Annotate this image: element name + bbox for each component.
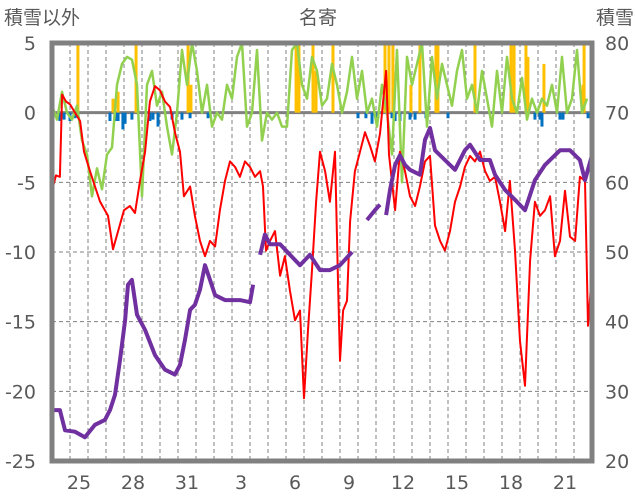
yellow-bar <box>189 84 193 113</box>
blue-bar <box>413 112 417 120</box>
x-tick-label: 15 <box>445 472 469 494</box>
blue-bar <box>558 112 562 120</box>
right-tick-label: 70 <box>605 103 629 125</box>
blue-bar <box>116 112 120 122</box>
blue-bar <box>446 112 450 119</box>
yellow-bar <box>331 43 335 113</box>
plot-border <box>49 40 595 464</box>
yellow-bar <box>111 98 115 113</box>
blue-bar <box>123 112 127 124</box>
yellow-bar <box>436 43 440 113</box>
yellow-bar <box>387 43 391 113</box>
yellow-bar <box>391 43 395 113</box>
yellow-bar <box>297 43 301 113</box>
yellow-bar <box>418 43 422 113</box>
blue-bar <box>356 112 360 119</box>
x-tick-label: 18 <box>499 472 523 494</box>
blue-bar <box>538 112 542 120</box>
blue-bar <box>206 112 210 119</box>
chart-title: 名寄 <box>299 7 337 29</box>
left-tick-label: -25 <box>5 451 36 473</box>
blue-bar <box>188 112 192 119</box>
purple-series-line <box>52 126 594 440</box>
yellow-bar <box>524 43 528 113</box>
blue-bar <box>540 112 544 127</box>
yellow-bar <box>311 43 315 113</box>
left-tick-label: -20 <box>5 381 36 403</box>
left-tick-label: -10 <box>5 242 36 264</box>
yellow-bar <box>526 56 530 113</box>
yellow-bar <box>294 43 298 113</box>
left-axis-label: 積雪以外 <box>4 7 80 29</box>
blue-bar <box>62 112 66 120</box>
yellow-bar <box>512 43 516 113</box>
blue-bar <box>586 112 590 119</box>
x-tick-label: 3 <box>235 472 247 494</box>
yellow-bar <box>409 84 413 113</box>
blue-bar <box>390 112 394 119</box>
blue-bar <box>151 112 155 120</box>
red-series-line <box>51 69 593 400</box>
right-tick-label: 20 <box>605 451 629 473</box>
blue-bar <box>108 112 112 122</box>
yellow-bar <box>509 43 513 113</box>
yellow-bar <box>542 63 546 113</box>
right-tick-label: 40 <box>605 312 629 334</box>
blue-bar <box>180 112 184 120</box>
right-tick-label: 30 <box>605 381 629 403</box>
blue-bar <box>561 112 565 120</box>
blue-bar <box>73 112 77 119</box>
blue-bar <box>533 112 537 120</box>
blue-bar <box>130 112 134 120</box>
right-tick-label: 50 <box>605 242 629 264</box>
blue-bar <box>370 112 374 124</box>
left-tick-label: -5 <box>17 172 36 194</box>
x-tick-label: 25 <box>67 472 91 494</box>
blue-bar <box>364 112 368 119</box>
x-tick-label: 21 <box>553 472 577 494</box>
blue-bar <box>121 112 125 130</box>
blue-bar <box>148 112 152 122</box>
x-tick-label: 6 <box>289 472 301 494</box>
right-tick-label: 80 <box>605 33 629 55</box>
yellow-bar <box>434 43 438 113</box>
yellow-bar <box>314 70 318 113</box>
yellow-bar <box>116 91 120 113</box>
green-series-line <box>50 41 589 198</box>
blue-bar <box>156 112 160 127</box>
left-tick-label: 0 <box>24 103 36 125</box>
right-axis-label: 積雪 <box>596 7 634 29</box>
yellow-bar <box>582 43 586 113</box>
right-tick-label: 60 <box>605 172 629 194</box>
blue-bar <box>393 112 397 122</box>
left-tick-label: -15 <box>5 312 36 334</box>
x-tick-label: 9 <box>343 472 355 494</box>
x-tick-label: 12 <box>391 472 415 494</box>
plot-frame <box>49 40 595 464</box>
left-tick-label: 5 <box>24 33 36 55</box>
x-tick-label: 28 <box>121 472 145 494</box>
yellow-bar <box>473 43 477 113</box>
yellow-bar <box>76 43 80 113</box>
x-tick-label: 31 <box>175 472 199 494</box>
series-lines <box>50 41 594 440</box>
blue-bar <box>408 112 412 120</box>
blue-bar <box>58 112 62 122</box>
